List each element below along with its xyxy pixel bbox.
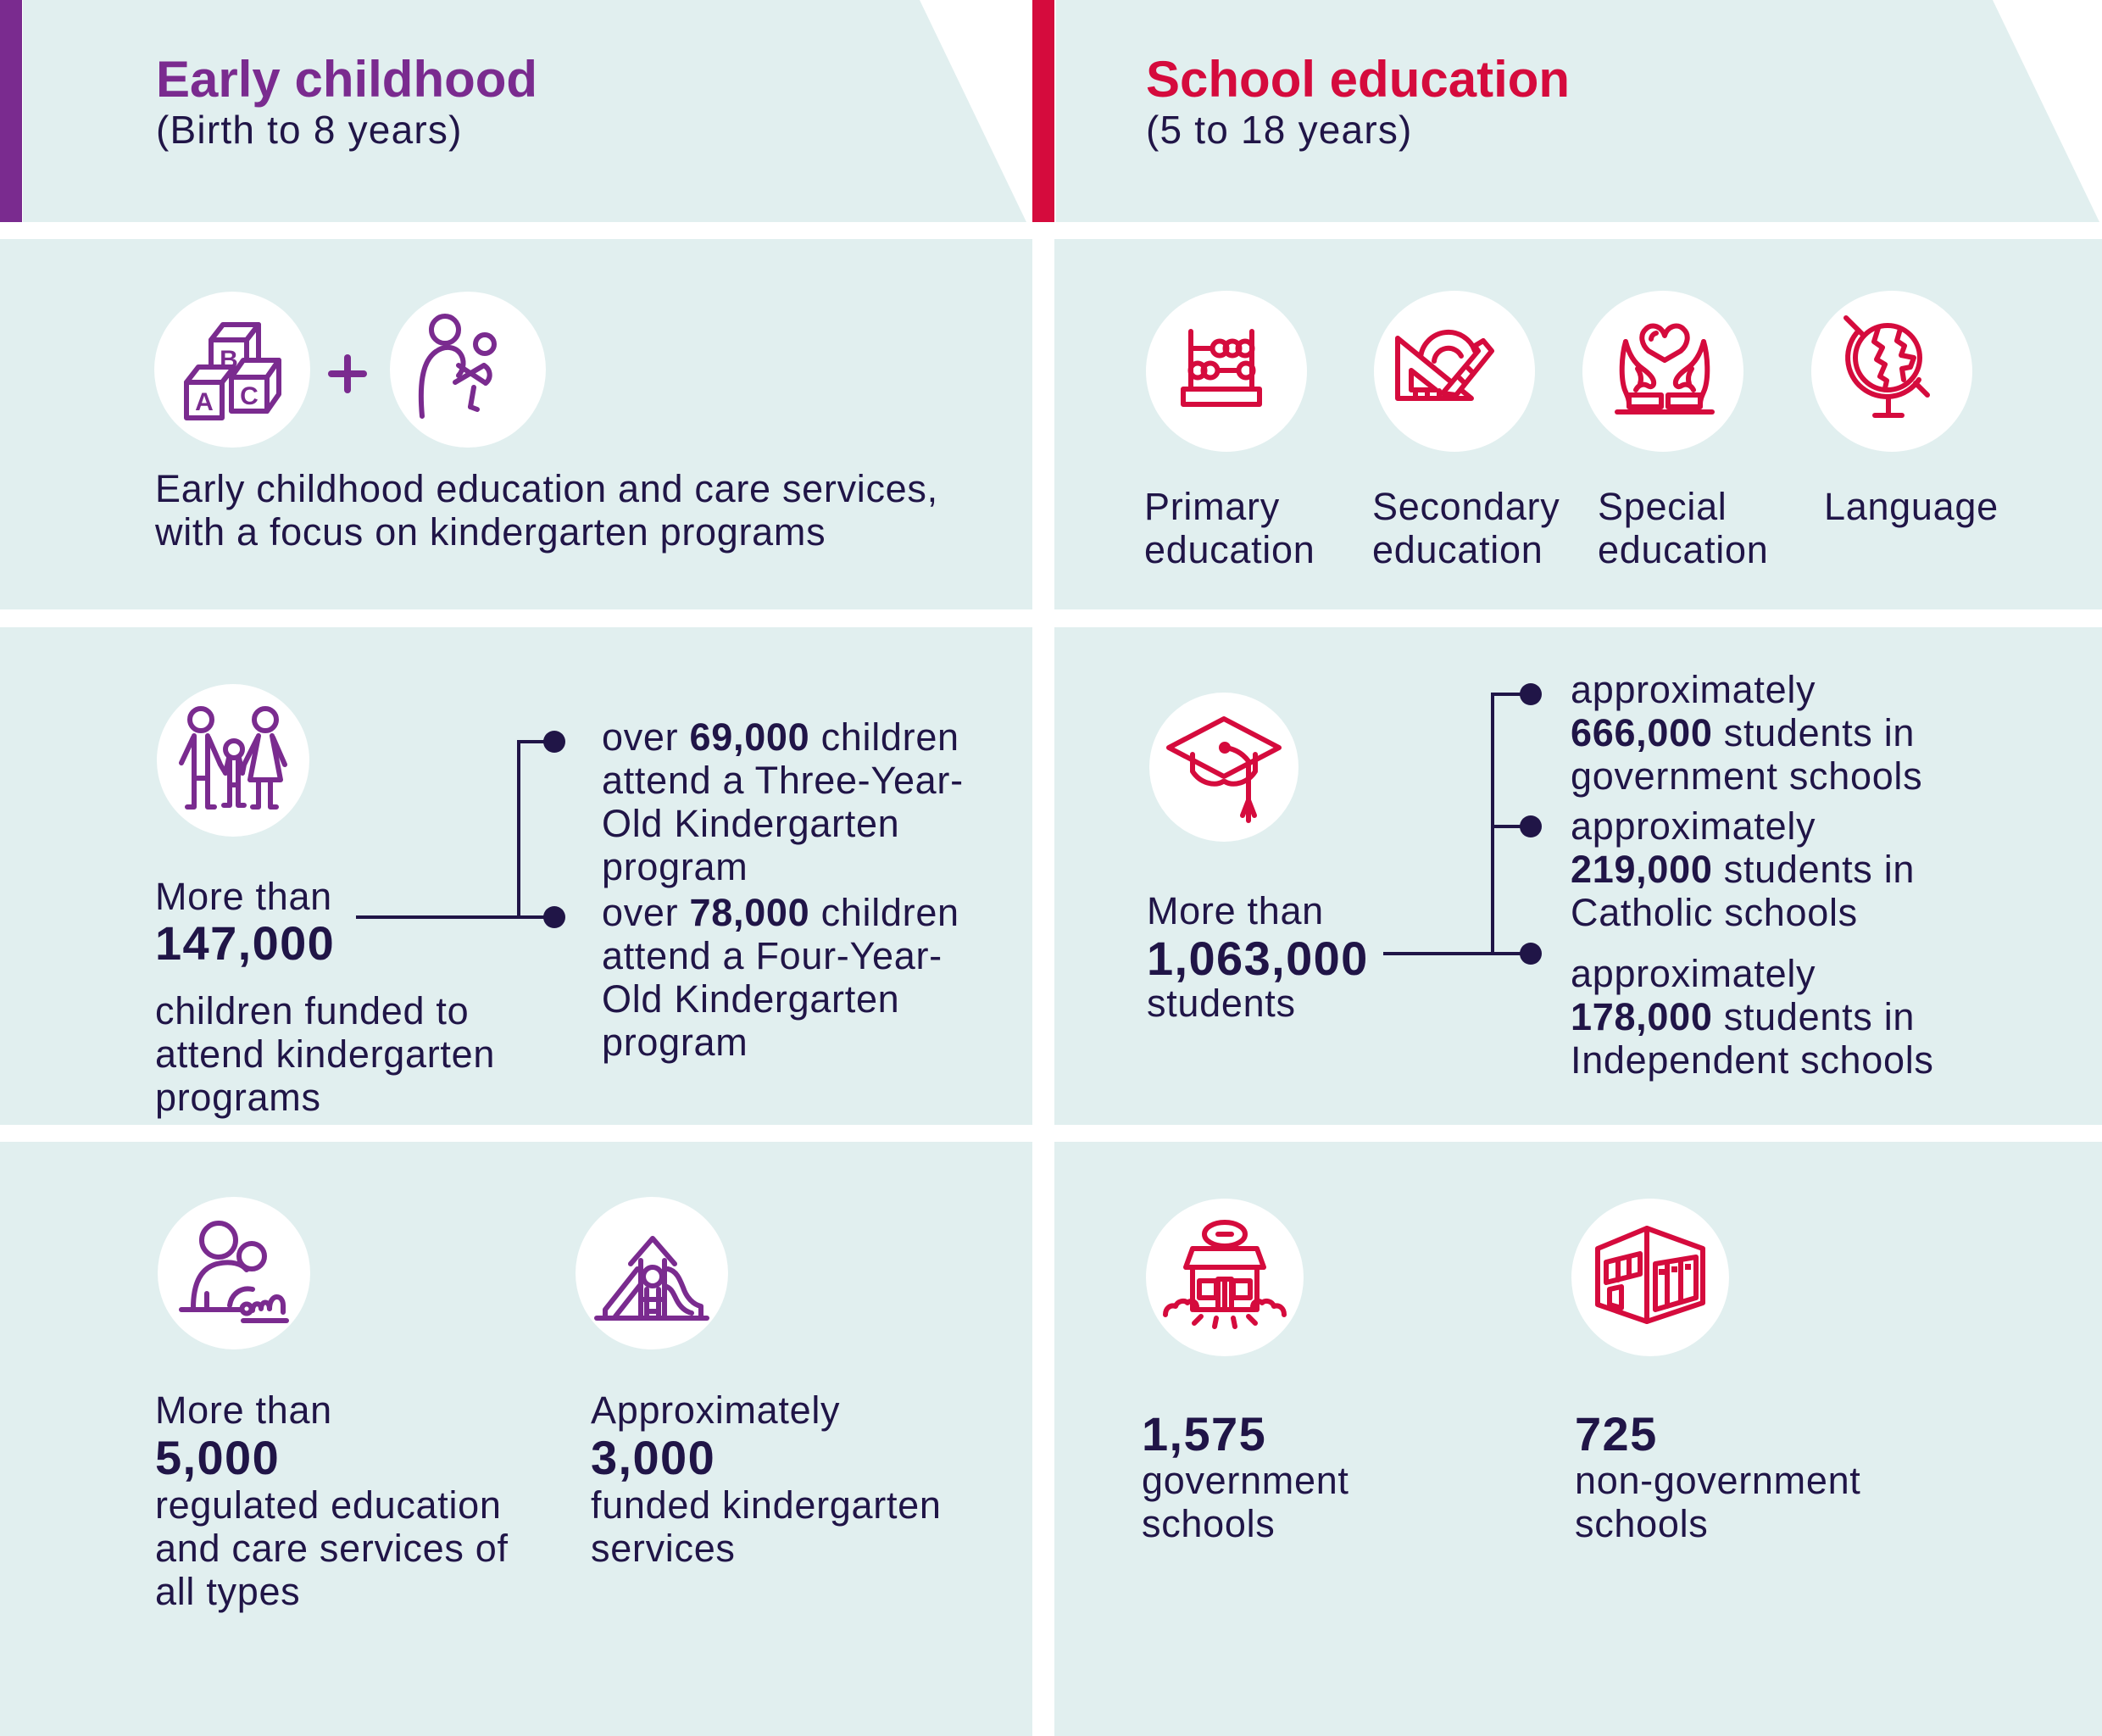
svg-text:C: C [240,382,259,410]
svg-text:B: B [220,346,238,374]
svg-text:A: A [195,388,214,416]
